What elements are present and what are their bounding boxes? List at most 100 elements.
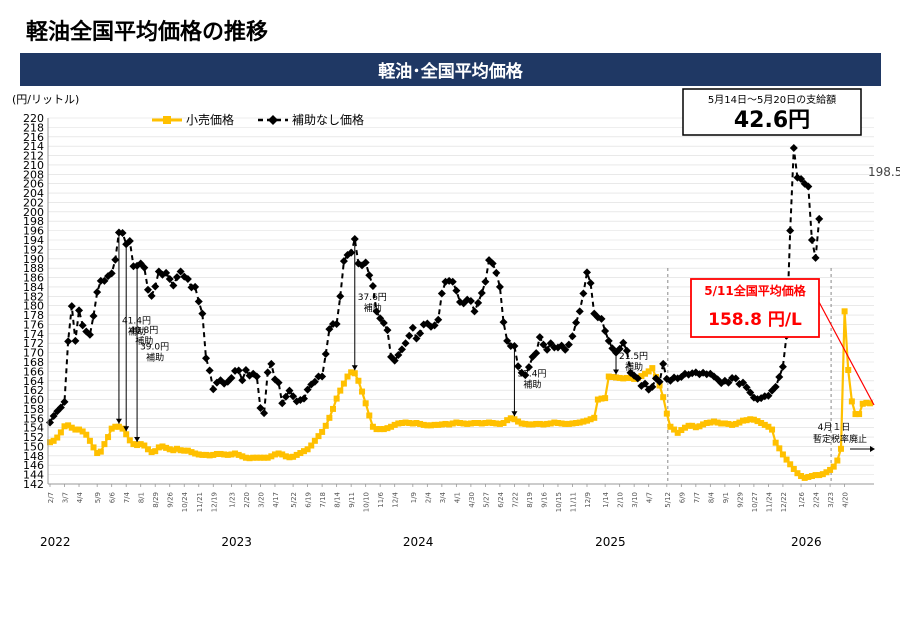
retail-point: [420, 421, 427, 428]
retail-point: [642, 370, 649, 377]
no-subsidy-point: [579, 289, 588, 298]
retail-point: [409, 420, 416, 427]
legend: 小売価格 補助なし価格: [152, 112, 364, 127]
subsidy-arrowhead: [613, 369, 620, 375]
x-tick-label: 5/22: [290, 492, 298, 508]
retail-point: [261, 454, 268, 461]
end-value-label: 198.5: [868, 165, 900, 179]
no-subsidy-point: [339, 257, 348, 266]
retail-point: [783, 456, 790, 463]
no-subsidy-point: [775, 373, 784, 382]
no-subsidy-point: [655, 377, 664, 386]
retail-point: [406, 420, 413, 426]
subsidy-amount-label: 37.6円: [358, 292, 387, 303]
retail-point: [798, 473, 805, 480]
retail-point: [547, 420, 554, 427]
subsidy-amount-label: 41.4円: [122, 316, 151, 327]
no-subsidy-point: [205, 366, 214, 375]
no-subsidy-point: [249, 369, 258, 378]
retail-point: [743, 417, 750, 424]
retail-point: [65, 422, 72, 429]
x-tick-label: 8/29: [152, 492, 160, 508]
retail-point: [173, 445, 180, 452]
no-subsidy-point: [111, 255, 120, 264]
retail-point: [613, 374, 620, 381]
no-subsidy-point: [474, 298, 483, 307]
no-subsidy-point: [194, 297, 203, 306]
retail-point: [282, 453, 289, 460]
retail-point: [449, 420, 456, 427]
no-subsidy-point: [162, 268, 171, 277]
x-tick-label: 5/12: [664, 492, 672, 508]
no-subsidy-point: [582, 268, 591, 277]
retail-point: [304, 446, 311, 453]
y-tick-label: 200: [23, 206, 44, 219]
retail-point: [554, 420, 561, 426]
retail-point: [217, 450, 224, 457]
retail-point: [486, 419, 493, 426]
no-subsidy-point: [318, 372, 327, 381]
retail-point: [769, 426, 776, 433]
retail-point: [315, 433, 322, 440]
no-subsidy-point: [466, 297, 475, 305]
retail-point: [250, 454, 257, 461]
retail-point: [148, 449, 155, 456]
x-tick-label: 6/6: [109, 491, 117, 503]
no-subsidy-point: [619, 338, 628, 347]
x-tick-label: 10/15: [555, 492, 563, 512]
retail-point: [529, 421, 536, 428]
retail-point: [591, 414, 598, 421]
retail-point: [787, 461, 794, 468]
retail-point: [137, 441, 144, 448]
no-subsidy-point: [434, 315, 443, 324]
retail-point: [159, 443, 166, 450]
no-subsidy-point: [46, 418, 54, 427]
x-tick-label: 7/22: [511, 492, 519, 508]
retail-point: [340, 380, 347, 387]
retail-point: [253, 454, 260, 461]
retail-point: [725, 420, 732, 427]
national-average-frame: [690, 278, 820, 338]
retail-point: [681, 424, 688, 431]
no-subsidy-point: [198, 309, 207, 318]
retail-point: [863, 399, 870, 406]
retail-point: [747, 416, 754, 423]
weekly-subsidy-period: 5月14日～5月20日の支給額: [708, 93, 836, 106]
no-subsidy-point: [488, 259, 497, 268]
retail-point: [344, 373, 351, 380]
x-tick-label: 5/27: [482, 492, 490, 508]
retail-point: [232, 450, 239, 457]
retail-point: [812, 472, 819, 479]
callout-pointer: [818, 301, 875, 406]
subsidy-sub-label: 補助: [523, 379, 541, 391]
retail-point: [511, 416, 518, 423]
retail-point: [355, 377, 362, 384]
retail-point: [322, 422, 329, 429]
subsidy-amount-label: 21.5円: [619, 351, 648, 362]
no-subsidy-point: [234, 366, 243, 375]
legend-nosubsidy-label: 補助なし価格: [292, 112, 364, 127]
subsidy-arrowhead: [351, 365, 358, 371]
no-subsidy-point: [332, 319, 341, 328]
retail-point: [221, 451, 228, 458]
retail-point: [97, 448, 104, 455]
no-subsidy-point: [492, 268, 501, 277]
retail-point: [391, 421, 398, 428]
retail-point: [286, 454, 293, 461]
retail-point: [819, 471, 826, 478]
no-subsidy-point: [143, 285, 152, 294]
retail-point: [558, 420, 565, 427]
tax-repeal-text: 暫定税率廃止: [813, 433, 867, 445]
retail-point: [794, 470, 801, 477]
retail-point: [602, 395, 609, 402]
x-tick-label: 6/9: [678, 492, 686, 503]
x-tick-label: 6/24: [497, 491, 505, 507]
retail-point: [761, 421, 768, 428]
retail-point: [300, 448, 307, 455]
no-subsidy-point: [568, 332, 577, 341]
retail-point: [467, 420, 474, 427]
no-subsidy-point: [147, 291, 156, 300]
no-subsidy-point: [604, 336, 613, 345]
retail-point: [235, 451, 242, 458]
retail-point: [645, 368, 652, 375]
